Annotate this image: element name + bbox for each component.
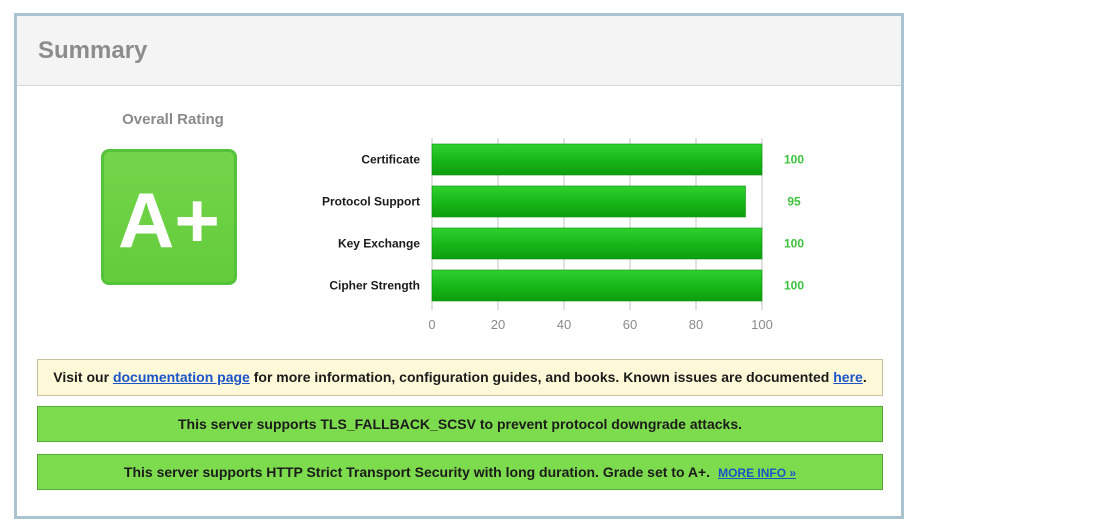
summary-panel: Summary Overall Rating A+ Certificate 100… (14, 13, 904, 519)
chart-value-label: 100 (784, 279, 804, 293)
chart-tick-label: 100 (751, 317, 773, 332)
chart-bar (431, 143, 763, 176)
overall-rating-label: Overall Rating (122, 111, 224, 128)
page-title: Summary (38, 37, 148, 64)
chart-category-label: Protocol Support (322, 195, 420, 209)
known-issues-link[interactable]: here (833, 369, 863, 385)
chart-value-label: 100 (784, 153, 804, 167)
rating-chart-svg: Certificate 100 Protocol Support 95 Key Exch… (322, 138, 804, 332)
chart-value-label: 95 (787, 195, 801, 209)
chart-tick-label: 60 (623, 317, 637, 332)
docs-notice-middle: for more information, configuration guid… (249, 369, 834, 385)
documentation-notice: Visit our documentation page for more in… (37, 359, 883, 396)
chart-bar (431, 269, 763, 302)
fallback-notice-text: This server supports TLS_FALLBACK_SCSV t… (178, 416, 742, 432)
chart-category-label: Key Exchange (338, 237, 420, 251)
docs-notice-suffix: . (862, 369, 867, 385)
chart-value-label: 100 (784, 237, 804, 251)
documentation-page-link[interactable]: documentation page (112, 369, 250, 385)
rating-chart: Certificate 100 Protocol Support 95 Key Exch… (299, 128, 819, 333)
chart-bar (431, 227, 763, 260)
docs-notice-prefix: Visit our (53, 369, 113, 385)
chart-bar (431, 185, 746, 218)
chart-tick-label: 40 (557, 317, 571, 332)
hsts-notice: This server supports HTTP Strict Transpo… (37, 454, 883, 490)
chart-tick-label: 20 (491, 317, 505, 332)
fallback-scsv-notice: This server supports TLS_FALLBACK_SCSV t… (37, 406, 883, 442)
chart-category-label: Certificate (361, 153, 420, 167)
panel-header: Summary (17, 16, 901, 86)
chart-tick-label: 0 (428, 317, 435, 332)
chart-tick-label: 80 (689, 317, 703, 332)
hsts-notice-text: This server supports HTTP Strict Transpo… (123, 464, 711, 480)
chart-category-label: Cipher Strength (329, 279, 420, 293)
grade-badge: A+ (101, 149, 237, 285)
more-info-link[interactable]: MORE INFO » (718, 466, 797, 480)
